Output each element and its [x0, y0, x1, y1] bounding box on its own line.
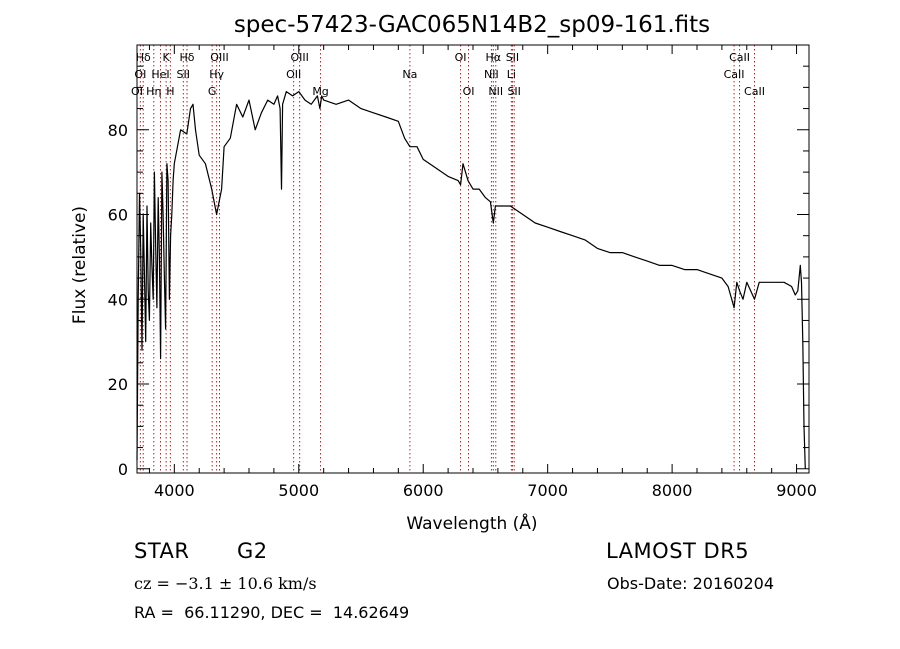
- line-label-CaII: CaII: [724, 68, 745, 81]
- line-label-Li: Li: [507, 68, 516, 81]
- line-label-SII: SII: [506, 51, 519, 64]
- line-label-OI: OI: [455, 51, 467, 64]
- plot-frame: [136, 44, 810, 474]
- object-subclass-label: G2: [237, 539, 268, 563]
- survey-label: LAMOST DR5: [606, 539, 750, 563]
- spectral-line-labels: Hδ K Hδ OIII OIII OI Hα SII CaII OI HeI SII Hγ OII Na N…: [131, 51, 765, 98]
- y-tick-label: 60: [108, 206, 128, 225]
- line-label-OI: OI: [463, 85, 475, 98]
- line-label-Hη: Hη: [146, 85, 161, 98]
- line-label-Mg: Mg: [312, 85, 328, 98]
- coordinates-label: RA = 66.11290, DEC = 14.62649: [134, 603, 410, 622]
- axis-tick-labels: 4000 5000 6000 7000 8000 9000 0 20 40 60 80: [108, 121, 817, 500]
- line-label-OIII: OIII: [210, 51, 228, 64]
- line-label-Na: Na: [402, 68, 417, 81]
- x-axis-label: Wavelength (Å): [406, 512, 537, 534]
- x-tick-label: 6000: [403, 481, 444, 500]
- line-label-K: K: [163, 51, 171, 64]
- observation-date-label: Obs-Date: 20160204: [607, 574, 775, 593]
- line-label-H: H: [166, 85, 174, 98]
- line-label-OIII: OIII: [290, 51, 308, 64]
- line-label-HeI: HeI: [151, 68, 169, 81]
- line-label-SII: SII: [507, 85, 520, 98]
- x-tick-label: 8000: [652, 481, 693, 500]
- y-tick-label: 40: [108, 290, 128, 309]
- x-tick-label: 9000: [776, 481, 817, 500]
- line-label-NII: NII: [488, 85, 503, 98]
- x-tick-label: 7000: [527, 481, 568, 500]
- line-label-NII: NII: [484, 68, 499, 81]
- line-label-CaII: CaII: [744, 85, 765, 98]
- object-class-label: STAR: [134, 539, 190, 563]
- spectrum-series-line: [136, 91, 806, 469]
- y-axis-label: Flux (relative): [70, 206, 90, 324]
- y-tick-label: 0: [118, 460, 128, 479]
- y-tick-label: 80: [108, 121, 128, 140]
- line-label-Hα: Hα: [486, 51, 502, 64]
- line-label-Hδ: Hδ: [136, 51, 151, 64]
- x-tick-label: 4000: [154, 481, 195, 500]
- line-label-CaII: CaII: [729, 51, 750, 64]
- line-label-SII: SII: [177, 68, 190, 81]
- chart-title: spec-57423-GAC065N14B2_sp09-161.fits: [234, 12, 710, 38]
- line-label-OII: OII: [286, 68, 301, 81]
- y-tick-label: 20: [108, 375, 128, 394]
- line-label-OI: OI: [134, 68, 146, 81]
- line-label-Hγ: Hγ: [209, 68, 224, 81]
- line-label-G: G: [208, 85, 217, 98]
- axis-ticks: [137, 45, 809, 473]
- redshift-velocity-label: cz = −3.1 ± 10.6 km/s: [134, 574, 317, 593]
- x-tick-label: 5000: [278, 481, 319, 500]
- spectral-line-markers: [136, 45, 755, 473]
- line-label-Hδ: Hδ: [180, 51, 195, 64]
